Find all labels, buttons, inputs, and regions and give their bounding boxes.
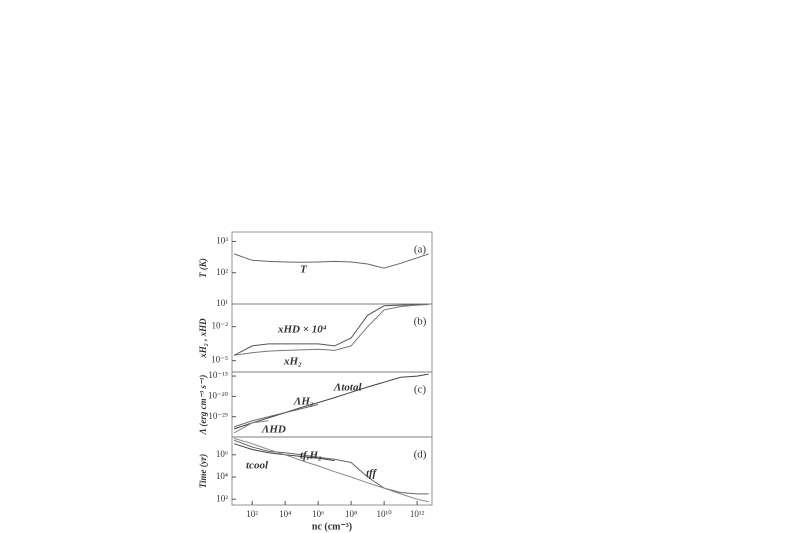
y-tick-label: 10⁻⁵: [211, 355, 228, 365]
series-line: [233, 404, 319, 428]
y-axis-label: Time (yr): [198, 454, 208, 488]
series-line: [234, 304, 429, 356]
series-line: [233, 439, 429, 495]
series-label: tcool: [246, 460, 269, 472]
y-tick-label: 10⁻¹⁵: [208, 370, 228, 380]
y-tick-label: 10²: [216, 267, 228, 277]
series-label: ΛHD: [261, 424, 286, 436]
y-tick-label: 10⁴: [216, 471, 228, 481]
series-line: [233, 304, 429, 356]
x-tick-label: 10¹²: [410, 509, 425, 519]
x-tick-label: 10²: [246, 509, 258, 519]
series-label: xHD × 10⁴: [277, 324, 327, 336]
panel-frame: [231, 231, 433, 305]
y-axis-label: Λ (erg cm⁻³ s⁻¹): [198, 375, 208, 436]
y-tick-label: 10⁻²⁰: [208, 390, 228, 400]
series-label: xH₂: [283, 356, 302, 368]
series-label: T: [300, 264, 308, 276]
x-tick-label: 10⁸: [345, 509, 357, 519]
series-label: Λtotal: [333, 382, 362, 394]
panel-label: (d): [414, 449, 427, 461]
y-tick-label: 10³: [216, 235, 228, 245]
panel-frame: [231, 303, 433, 373]
x-tick-label: 10⁶: [312, 509, 324, 519]
series-line: [233, 253, 429, 269]
panel-label: (a): [414, 244, 427, 256]
x-tick-label: 10¹⁰: [376, 509, 392, 519]
series-line: [233, 373, 429, 430]
y-axis-label: T (K): [198, 258, 208, 278]
y-tick-label: 10⁶: [216, 449, 228, 459]
x-tick-label: 10⁴: [279, 509, 291, 519]
series-line: [233, 437, 429, 503]
series-label: ΛH₂: [293, 396, 314, 408]
series-label: tf,H₂: [300, 450, 322, 462]
panel-label: (c): [414, 384, 427, 396]
x-axis-label: nc (cm⁻³): [312, 521, 352, 532]
y-tick-label: 10⁻²: [212, 321, 229, 331]
y-tick-label: 10²: [216, 493, 228, 503]
panel-label: (b): [414, 316, 427, 328]
series-label: tff: [366, 468, 378, 480]
y-tick-label: 10¹: [216, 298, 228, 308]
panel-frame: [231, 436, 433, 506]
y-tick-label: 10⁻²⁵: [208, 411, 228, 421]
y-axis-label: xH₂ , xHD: [198, 318, 208, 359]
series-line: [233, 420, 269, 434]
